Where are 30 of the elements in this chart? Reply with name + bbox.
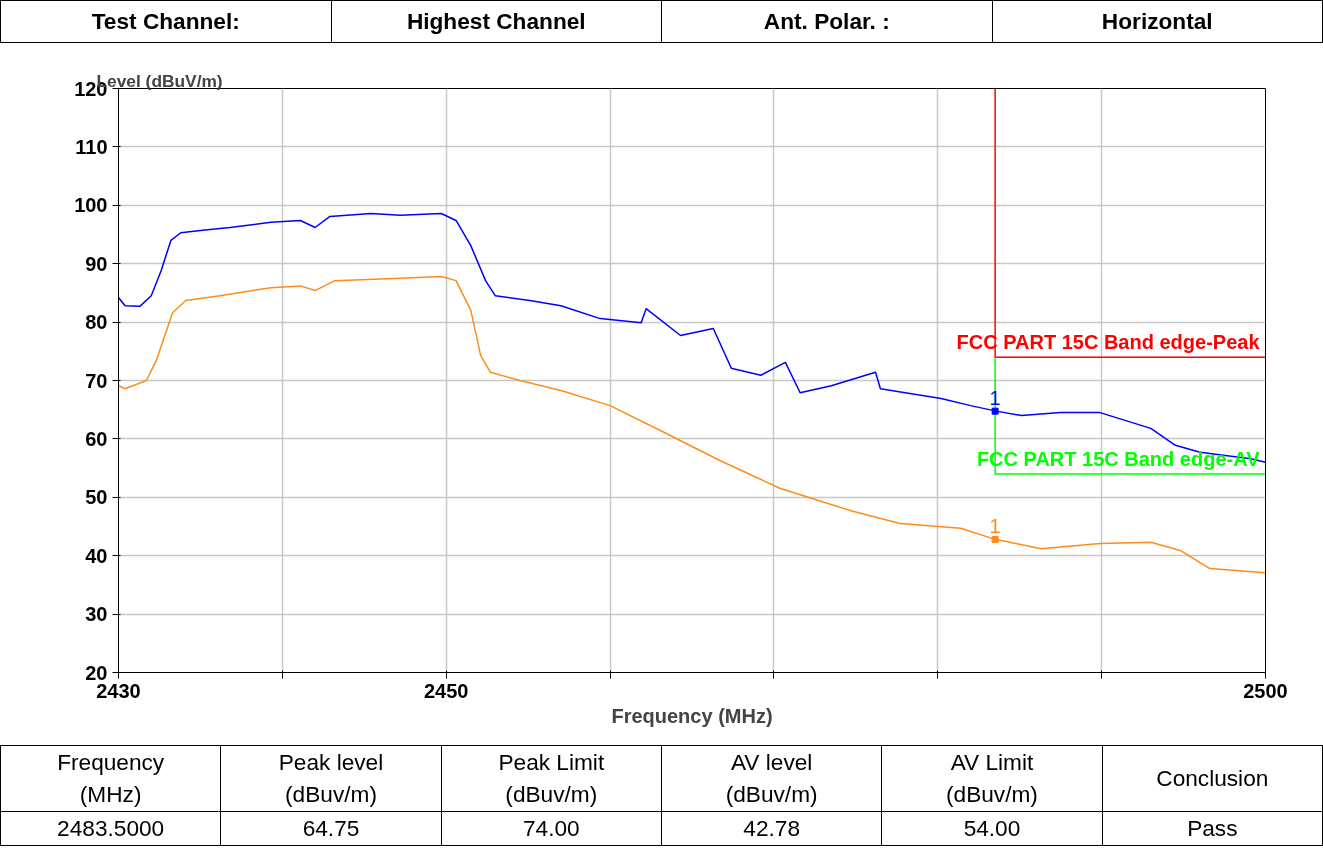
text: 2483.5000 bbox=[0, 811, 221, 846]
text: Peak Limit (dBuv/m) bbox=[441, 745, 662, 812]
x-axis-title: Frequency (MHz) bbox=[611, 704, 773, 727]
y-tick-label: 50 bbox=[85, 486, 108, 509]
text: 42.78 bbox=[661, 811, 882, 846]
text: Conclusion bbox=[1102, 745, 1323, 812]
text: Highest Channel bbox=[331, 0, 662, 43]
text: Horizontal bbox=[992, 0, 1323, 43]
y-tick-label: 40 bbox=[85, 544, 108, 567]
y-tick-label: 100 bbox=[74, 194, 108, 217]
y-tick-label: 110 bbox=[75, 135, 108, 158]
y-tick-label: 90 bbox=[85, 252, 108, 275]
text: AV Limit (dBuv/m) bbox=[881, 745, 1103, 812]
text: Pass bbox=[1102, 811, 1323, 846]
text: AV level (dBuv/m) bbox=[661, 745, 882, 812]
y-tick-label: 70 bbox=[85, 369, 108, 392]
y-tick-label: 80 bbox=[85, 311, 108, 334]
annotation: 1 bbox=[989, 515, 1001, 538]
text: 74.00 bbox=[441, 811, 662, 846]
text: Test Channel: bbox=[0, 0, 331, 43]
text: 54.00 bbox=[881, 811, 1103, 846]
text: 64.75 bbox=[220, 811, 442, 846]
line-series bbox=[118, 275, 1266, 574]
text: Peak level (dBuv/m) bbox=[220, 745, 442, 812]
text: Frequency (MHz) bbox=[0, 745, 221, 812]
x-tick-label: 2500 bbox=[1243, 679, 1288, 702]
text: Ant. Polar. : bbox=[661, 0, 992, 43]
y-tick-label: 60 bbox=[85, 427, 108, 450]
y-tick-label: 30 bbox=[85, 603, 108, 626]
x-tick-label: 2450 bbox=[423, 679, 469, 702]
